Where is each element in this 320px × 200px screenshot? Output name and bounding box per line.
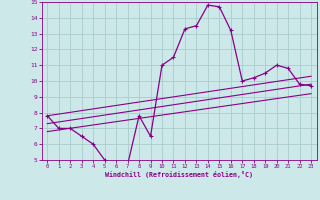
X-axis label: Windchill (Refroidissement éolien,°C): Windchill (Refroidissement éolien,°C) xyxy=(105,171,253,178)
